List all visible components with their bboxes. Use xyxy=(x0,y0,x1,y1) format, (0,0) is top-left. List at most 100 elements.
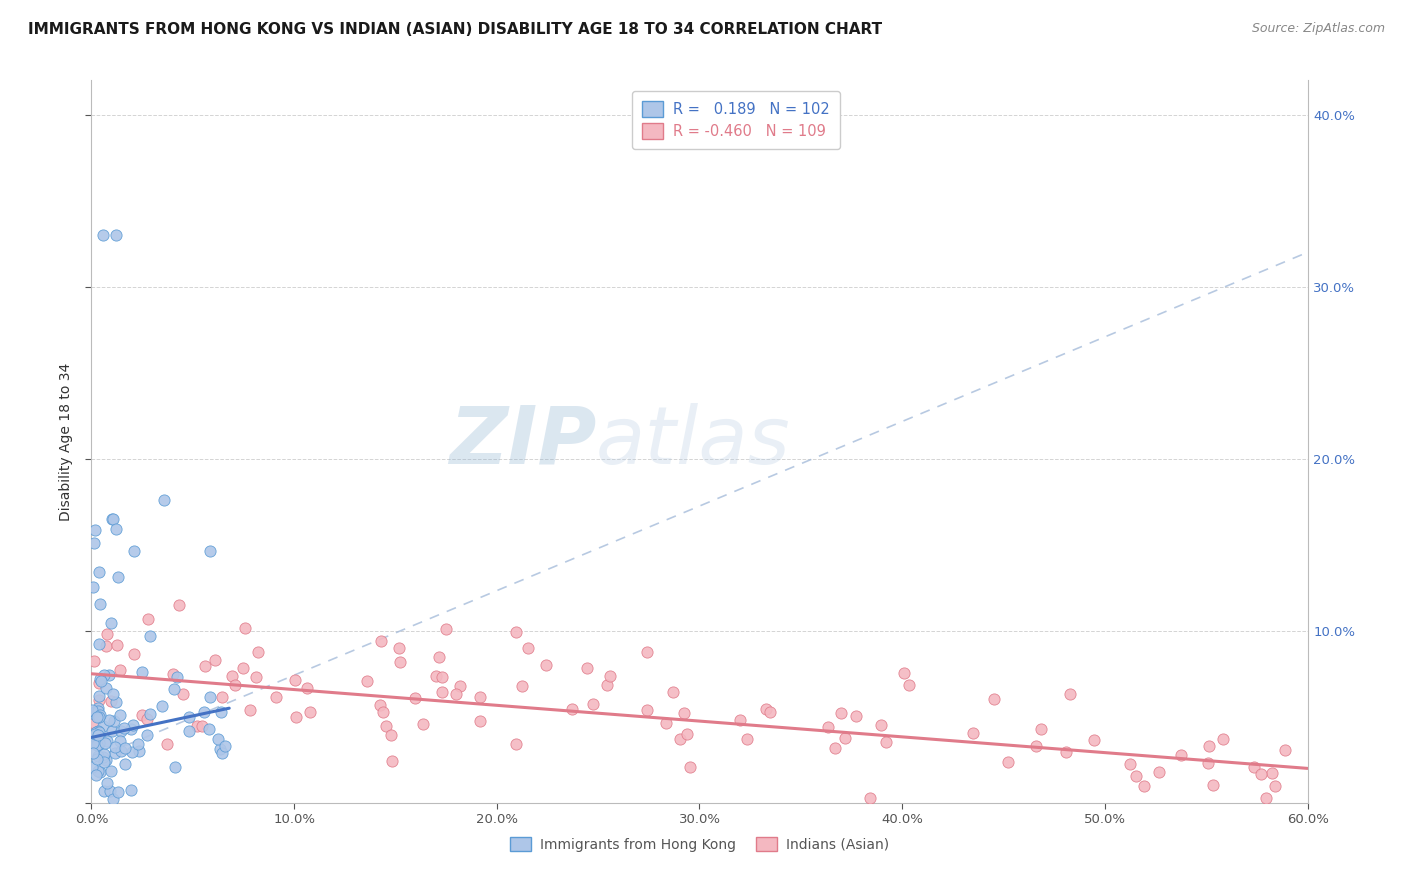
Point xyxy=(1198,739,1220,753)
Point xyxy=(962,726,984,740)
Point xyxy=(83,705,105,719)
Point xyxy=(1197,756,1219,771)
Point xyxy=(86,710,108,724)
Point xyxy=(983,691,1005,706)
Point xyxy=(676,727,699,741)
Point xyxy=(662,685,685,699)
Point xyxy=(83,524,105,538)
Point xyxy=(100,783,122,797)
Point xyxy=(224,678,246,692)
Point xyxy=(561,702,583,716)
Point xyxy=(172,687,194,701)
Point xyxy=(211,690,233,704)
Point xyxy=(194,659,217,673)
Point xyxy=(830,706,852,720)
Point xyxy=(204,652,226,666)
Point xyxy=(1125,769,1147,783)
Point xyxy=(90,674,112,689)
Point xyxy=(87,736,110,750)
Point xyxy=(165,760,187,774)
Point xyxy=(100,616,122,631)
Point xyxy=(93,747,115,761)
Point xyxy=(412,717,434,731)
Point xyxy=(89,597,111,611)
Y-axis label: Disability Age 18 to 34: Disability Age 18 to 34 xyxy=(59,362,73,521)
Text: IMMIGRANTS FROM HONG KONG VS INDIAN (ASIAN) DISABILITY AGE 18 TO 34 CORRELATION : IMMIGRANTS FROM HONG KONG VS INDIAN (ASI… xyxy=(28,22,882,37)
Point xyxy=(107,570,129,584)
Point xyxy=(404,691,426,706)
Point xyxy=(89,764,111,779)
Point xyxy=(84,731,107,745)
Point xyxy=(87,738,110,752)
Point xyxy=(162,681,184,696)
Point xyxy=(536,658,558,673)
Point xyxy=(432,684,454,698)
Point xyxy=(264,690,287,704)
Point xyxy=(84,724,107,739)
Point xyxy=(128,744,150,758)
Point xyxy=(1149,765,1171,780)
Point xyxy=(655,716,678,731)
Point xyxy=(596,678,619,692)
Point xyxy=(101,512,124,526)
Point xyxy=(162,667,184,681)
Point xyxy=(124,544,146,558)
Point xyxy=(356,673,378,688)
Point xyxy=(94,736,117,750)
Point xyxy=(371,705,394,719)
Point xyxy=(1170,747,1192,762)
Point xyxy=(198,690,221,704)
Point xyxy=(817,720,839,734)
Point xyxy=(139,707,162,722)
Point xyxy=(108,708,131,723)
Point xyxy=(83,654,105,668)
Point xyxy=(89,708,111,723)
Point xyxy=(505,625,527,640)
Point xyxy=(122,717,145,731)
Point xyxy=(636,645,658,659)
Point xyxy=(284,673,307,687)
Point xyxy=(94,681,117,696)
Point xyxy=(101,687,124,701)
Point xyxy=(232,661,254,675)
Point xyxy=(120,783,142,797)
Point xyxy=(83,715,105,730)
Point xyxy=(100,512,122,526)
Point xyxy=(135,728,157,742)
Point xyxy=(86,752,108,766)
Point xyxy=(505,737,527,751)
Point xyxy=(100,694,122,708)
Point xyxy=(429,649,451,664)
Point xyxy=(859,790,882,805)
Point xyxy=(87,690,110,704)
Point xyxy=(122,647,145,661)
Point xyxy=(89,710,111,724)
Text: Source: ZipAtlas.com: Source: ZipAtlas.com xyxy=(1251,22,1385,36)
Point xyxy=(845,709,868,723)
Point xyxy=(198,722,221,736)
Point xyxy=(89,729,111,743)
Point xyxy=(84,727,107,741)
Point xyxy=(82,580,104,594)
Point xyxy=(245,670,267,684)
Point xyxy=(177,724,200,739)
Point xyxy=(434,622,457,636)
Point xyxy=(870,718,893,732)
Point xyxy=(755,701,778,715)
Point xyxy=(997,755,1019,769)
Point xyxy=(370,634,392,648)
Point xyxy=(875,734,897,748)
Point xyxy=(1025,739,1047,753)
Point xyxy=(91,719,114,733)
Point xyxy=(121,745,143,759)
Point xyxy=(89,725,111,739)
Point xyxy=(104,228,127,243)
Point xyxy=(86,768,108,782)
Point xyxy=(298,705,321,719)
Point xyxy=(87,748,110,763)
Point xyxy=(131,708,153,723)
Point xyxy=(516,640,538,655)
Point xyxy=(1029,723,1052,737)
Point xyxy=(80,703,103,717)
Text: ZIP: ZIP xyxy=(449,402,596,481)
